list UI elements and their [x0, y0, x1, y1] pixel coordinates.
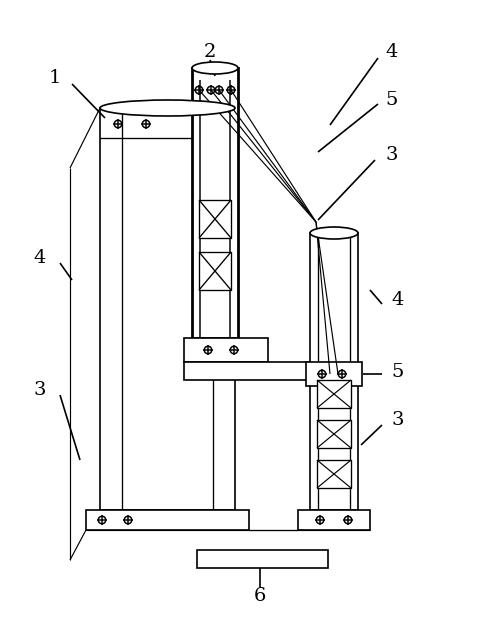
Text: 2: 2 — [204, 43, 216, 61]
Bar — [197, 550, 328, 568]
Text: 5: 5 — [386, 91, 398, 109]
Text: 4: 4 — [392, 291, 404, 309]
Bar — [184, 362, 358, 380]
Bar — [100, 108, 235, 510]
Bar — [199, 200, 231, 238]
Text: 3: 3 — [386, 146, 398, 164]
Bar — [306, 362, 362, 386]
Bar — [317, 420, 351, 448]
Text: 4: 4 — [386, 43, 398, 61]
Bar — [317, 460, 351, 488]
Ellipse shape — [310, 227, 358, 239]
Text: 3: 3 — [392, 411, 404, 429]
Text: 5: 5 — [392, 363, 404, 381]
Bar — [192, 68, 238, 338]
Text: 3: 3 — [34, 381, 46, 399]
Text: 1: 1 — [49, 69, 61, 87]
Bar — [310, 233, 358, 510]
Text: 6: 6 — [254, 587, 266, 605]
Bar — [86, 510, 249, 530]
Ellipse shape — [192, 62, 238, 74]
Bar — [298, 510, 370, 530]
Bar — [199, 252, 231, 290]
Text: 4: 4 — [34, 249, 46, 267]
Bar — [184, 338, 268, 362]
Bar — [317, 380, 351, 408]
Ellipse shape — [100, 100, 235, 116]
